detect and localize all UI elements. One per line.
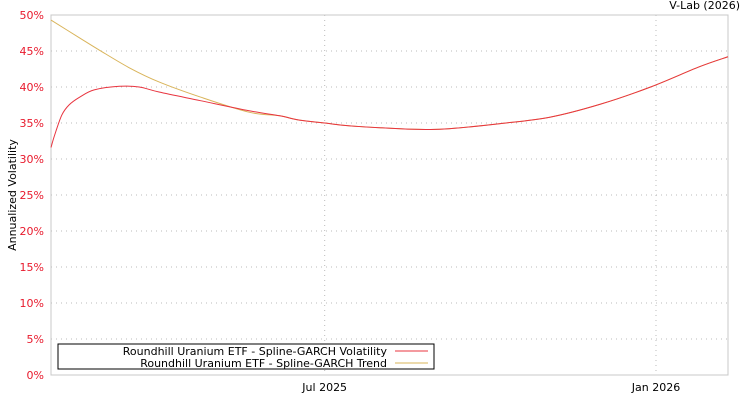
y-tick-label: 30%	[20, 153, 44, 166]
series-lines	[50, 19, 729, 148]
y-ticks: 0% 5% 10% 15% 20% 25% 30% 35% 40% 45% 50%	[20, 9, 44, 382]
volatility-line	[50, 56, 729, 148]
y-tick-label: 35%	[20, 117, 44, 130]
x-ticks: Jul 2025 Jan 2026	[301, 381, 680, 394]
y-tick-label: 45%	[20, 45, 44, 58]
plot-frame	[50, 14, 729, 376]
y-tick-label: 40%	[20, 81, 44, 94]
y-tick-label: 5%	[27, 333, 44, 346]
y-tick-label: 25%	[20, 189, 44, 202]
y-axis-label: Annualized Volatility	[6, 139, 19, 251]
y-tick-label: 15%	[20, 261, 44, 274]
trend-line	[50, 19, 729, 131]
y-tick-label: 50%	[20, 9, 44, 22]
legend-label-volatility: Roundhill Uranium ETF - Spline-GARCH Vol…	[123, 345, 388, 358]
legend: Roundhill Uranium ETF - Spline-GARCH Vol…	[57, 343, 435, 370]
y-tick-label: 20%	[20, 225, 44, 238]
x-tick-label: Jul 2025	[301, 381, 347, 394]
chart-title: V-Lab (2026)	[669, 0, 740, 12]
y-tick-label: 10%	[20, 297, 44, 310]
grid	[51, 15, 728, 375]
legend-label-trend: Roundhill Uranium ETF - Spline-GARCH Tre…	[140, 357, 387, 370]
x-tick-label: Jan 2026	[631, 381, 680, 394]
y-tick-label: 0%	[27, 369, 44, 382]
